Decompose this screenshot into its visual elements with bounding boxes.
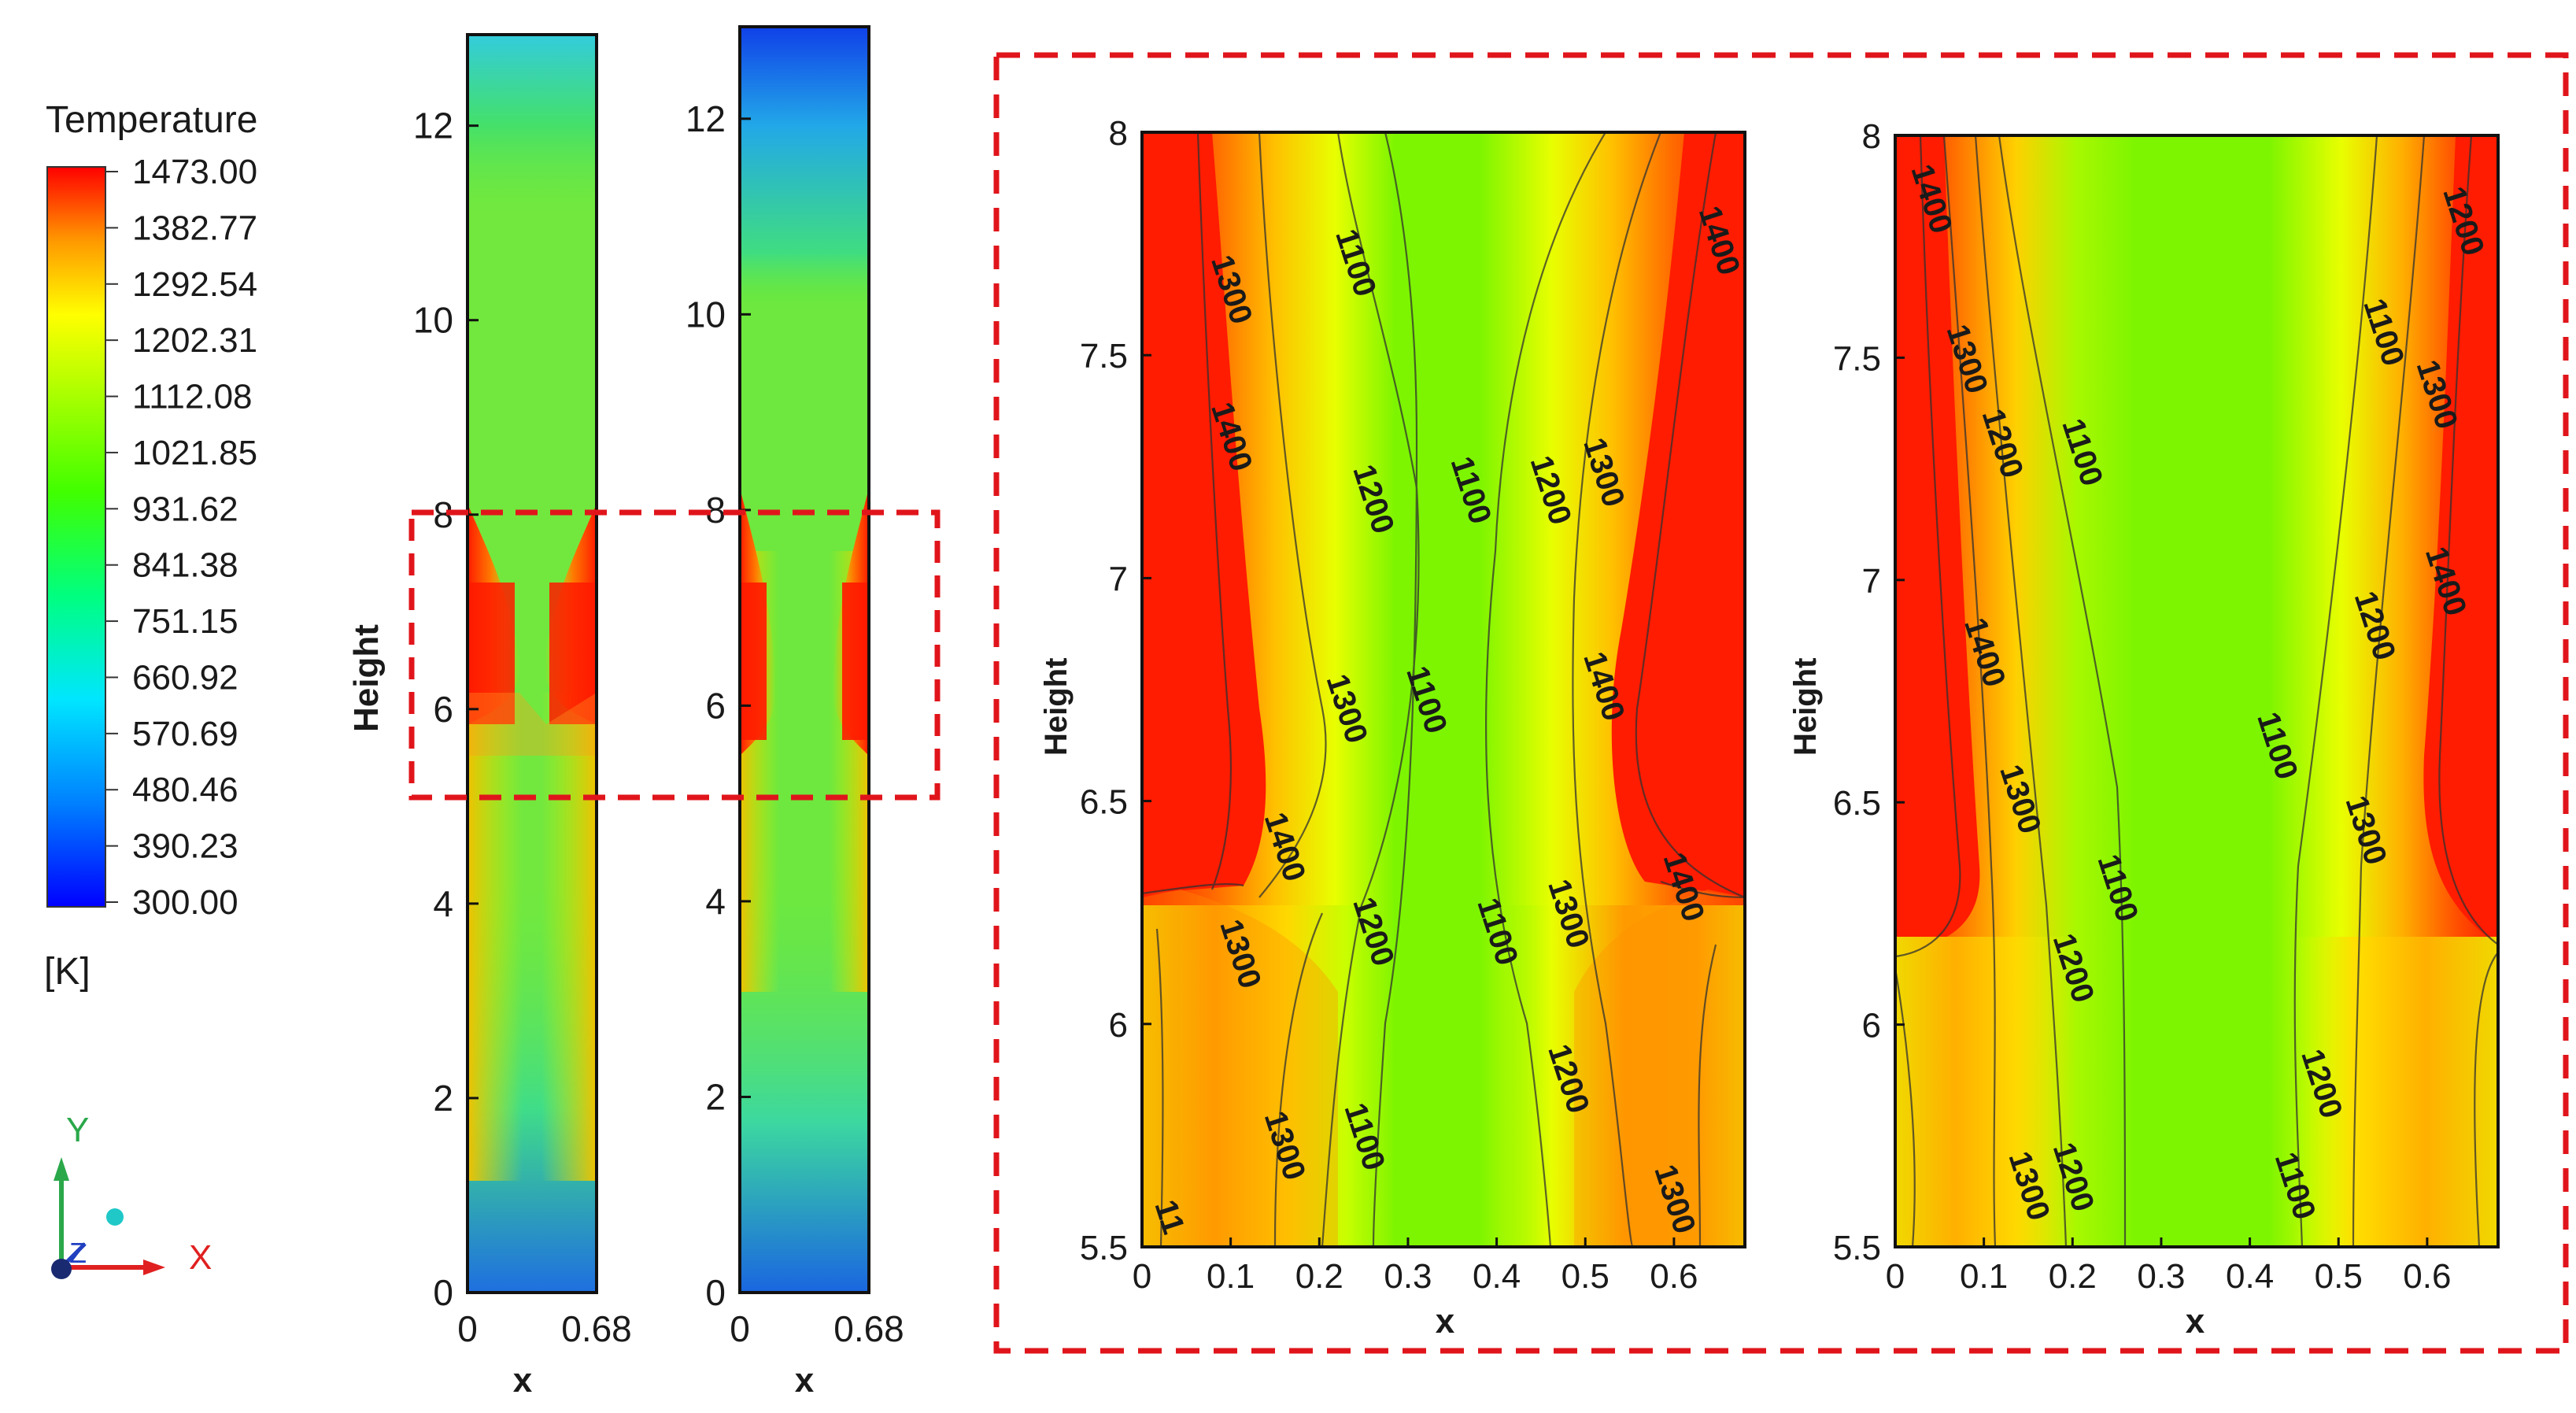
x-tick-label: 0.6	[2403, 1257, 2451, 1296]
zoomA-ylabel: Height	[1039, 658, 1074, 756]
x-tick-label: 0.68	[833, 1308, 904, 1349]
y-tick-label: 6	[1109, 1006, 1128, 1045]
legend-tick-label: 1202.31	[132, 321, 257, 360]
y-tick-label: 6	[433, 689, 453, 730]
y-tick-label: 10	[686, 294, 726, 335]
legend-tick-label: 1021.85	[132, 434, 257, 472]
y-tick-label: 6.5	[1080, 783, 1128, 822]
triad-y-arrow	[54, 1157, 69, 1181]
zoom-region-indicator	[408, 509, 941, 801]
y-tick-label: 5.5	[1080, 1229, 1128, 1267]
triad-z-label: Z	[69, 1237, 87, 1269]
triad-x-arrow	[143, 1259, 165, 1275]
y-tick-label: 2	[433, 1078, 453, 1119]
legend-tick-label: 931.62	[132, 490, 238, 528]
col1-xlabel: x	[513, 1361, 533, 1400]
y-tick-label: 7.5	[1080, 337, 1128, 375]
legend-tick-label: 570.69	[132, 715, 238, 753]
legend-tick-label: 1292.54	[132, 265, 257, 304]
triad-marker	[106, 1208, 124, 1226]
legend-tick-label: 1112.08	[132, 378, 253, 416]
y-tick-label: 8	[1862, 117, 1881, 156]
y-tick-label: 2	[705, 1076, 726, 1117]
legend-tick-label: 1382.77	[132, 209, 257, 247]
y-tick-label: 5.5	[1833, 1229, 1881, 1267]
zoomB-xlabel: x	[2186, 1302, 2205, 1341]
x-tick-label: 0.5	[2315, 1257, 2363, 1296]
col1-ylabel: Height	[347, 624, 386, 732]
y-tick-label: 12	[686, 98, 726, 139]
y-tick-label: 10	[413, 300, 453, 341]
zoom-frame	[993, 52, 2569, 1354]
colorbar-ticks: 1473.00 1382.77 1292.54 1202.31 1112.08 1021.…	[105, 153, 257, 922]
y-tick-label: 8	[1109, 114, 1128, 153]
col2-xlabel: x	[795, 1361, 815, 1400]
text-layer: Temperature [K] Y Z X Height x x Height …	[44, 99, 2205, 1400]
x-tick-label: 0	[457, 1308, 478, 1349]
y-tick-label: 6	[1862, 1007, 1881, 1045]
legend-tick-label: 751.15	[132, 602, 238, 641]
x-tick-label: 0	[1886, 1257, 1905, 1296]
y-tick-label: 6.5	[1833, 784, 1881, 823]
triad-origin	[51, 1259, 72, 1279]
y-tick-label: 4	[433, 883, 453, 924]
x-tick-label: 0.2	[1295, 1257, 1343, 1296]
legend-tick-label: 841.38	[132, 546, 238, 585]
legend-title: Temperature	[46, 99, 257, 141]
legend-tick-label: 480.46	[132, 771, 238, 809]
legend-tick-label: 300.00	[132, 883, 238, 922]
legend-tick-label: 390.23	[132, 827, 238, 866]
x-tick-label: 0.4	[1473, 1257, 1521, 1296]
x-tick-label: 0	[1133, 1257, 1151, 1296]
y-tick-label: 0	[705, 1272, 726, 1313]
legend-tick-label: 660.92	[132, 658, 238, 697]
x-tick-label: 0.3	[1384, 1257, 1432, 1296]
y-tick-label: 7	[1862, 562, 1881, 601]
x-tick-label: 0.68	[561, 1308, 632, 1349]
y-tick-label: 4	[705, 881, 726, 922]
x-tick-label: 0.1	[1207, 1257, 1255, 1296]
y-tick-label: 7	[1109, 560, 1128, 598]
zoomB-ylabel: Height	[1788, 658, 1823, 756]
y-tick-label: 6	[705, 685, 726, 726]
x-tick-label: 0	[730, 1308, 750, 1349]
x-tick-label: 0.2	[2049, 1257, 2097, 1296]
y-tick-label: 12	[413, 105, 453, 146]
zoomA-xlabel: x	[1436, 1302, 1455, 1341]
axis-triad	[51, 1157, 165, 1279]
x-tick-label: 0.1	[1960, 1257, 2008, 1296]
x-tick-label: 0.5	[1561, 1257, 1610, 1296]
triad-x-label: X	[189, 1238, 212, 1277]
triad-y-label: Y	[66, 1111, 89, 1149]
x-tick-label: 0.3	[2137, 1257, 2185, 1296]
y-tick-label: 0	[433, 1272, 453, 1313]
y-tick-label: 7.5	[1833, 339, 1881, 378]
colorbar-legend: 1473.00 1382.77 1292.54 1202.31 1112.08 1021.…	[46, 153, 257, 922]
colorbar	[46, 166, 106, 908]
legend-tick-label: 1473.00	[132, 153, 257, 191]
legend-unit: [K]	[44, 951, 91, 993]
x-tick-label: 0.4	[2226, 1257, 2274, 1296]
x-tick-label: 0.6	[1650, 1257, 1698, 1296]
